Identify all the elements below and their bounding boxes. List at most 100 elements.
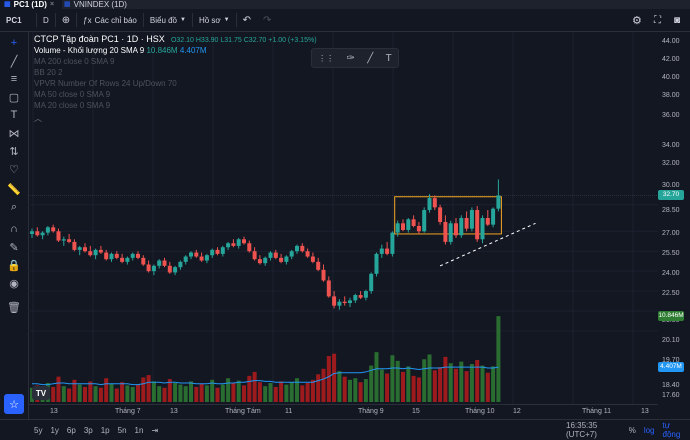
candle-body <box>94 250 98 255</box>
volume-bar <box>284 385 288 402</box>
volume-bar <box>327 356 331 402</box>
range-1m[interactable]: 1p <box>97 426 114 435</box>
crosshair-icon[interactable]: + <box>6 36 22 50</box>
range-1d[interactable]: 1n <box>131 426 148 435</box>
measure-icon[interactable]: ⇅ <box>6 144 22 158</box>
clock[interactable]: 16:35:35 (UTC+7) <box>562 421 625 439</box>
auto-toggle[interactable]: tự động <box>659 421 690 439</box>
text-icon[interactable]: T <box>386 53 392 64</box>
candle-body <box>306 251 310 256</box>
volume-bar <box>125 385 129 402</box>
volume-bar <box>189 381 193 402</box>
snapshot-button[interactable]: ◙ <box>668 9 686 31</box>
text-icon[interactable]: T <box>6 108 22 122</box>
tradingview-logo[interactable]: TV <box>32 386 50 400</box>
time-tick: 13 <box>50 408 58 415</box>
compare-button[interactable]: ⊕ <box>56 9 76 31</box>
candle-body <box>459 218 463 235</box>
volume-bar <box>247 376 251 402</box>
chart-type-button[interactable]: Biểu đồ▼ <box>144 9 192 31</box>
price-tick: 28.50 <box>662 207 680 214</box>
range-3m[interactable]: 3p <box>80 426 97 435</box>
candle-body <box>406 219 410 230</box>
close-icon[interactable]: × <box>50 0 54 9</box>
range-6m[interactable]: 6p <box>63 426 80 435</box>
volume-bar <box>141 377 145 402</box>
candle-body <box>30 231 34 234</box>
candle-body <box>380 249 384 254</box>
gear-icon: ⚙ <box>632 14 642 27</box>
indicator-ma20[interactable]: MA 20 close 0 SMA 9 <box>34 100 317 111</box>
price-tick: 20.10 <box>662 337 680 344</box>
indicator-ma50[interactable]: MA 50 close 0 SMA 9 <box>34 89 317 100</box>
magnet-icon[interactable]: ∩ <box>6 222 22 236</box>
volume-bar <box>94 386 98 402</box>
undo-button[interactable]: ↶ <box>237 9 257 31</box>
log-toggle[interactable]: log <box>640 426 659 435</box>
volume-bar <box>221 385 225 402</box>
eye-icon[interactable]: ◉ <box>6 276 22 290</box>
range-5y[interactable]: 5y <box>30 426 46 435</box>
settings-button[interactable]: ⚙ <box>626 9 648 31</box>
indicator-ma200[interactable]: MA 200 close 0 SMA 9 <box>34 56 317 67</box>
horizontal-lines-icon[interactable]: ≡ <box>6 72 22 86</box>
candle-body <box>35 231 39 235</box>
redo-button[interactable]: ↷ <box>257 9 277 31</box>
resistance-box <box>395 197 502 234</box>
candle-body <box>401 223 405 230</box>
volume-value: 10.846M <box>146 46 177 55</box>
range-5d[interactable]: 5n <box>114 426 131 435</box>
candle-body <box>322 270 326 281</box>
legend-title: CTCP Tập đoàn PC1 · 1D · HSX <box>34 34 165 44</box>
candle-body <box>163 261 167 266</box>
volume-bar <box>78 385 82 402</box>
date-range-icon[interactable]: ⇥ <box>147 426 162 435</box>
price-tick: 30.00 <box>662 182 680 189</box>
interval-button[interactable]: D <box>37 9 55 31</box>
pencil-lock-icon[interactable]: ✎ <box>6 240 22 254</box>
percent-toggle[interactable]: % <box>625 426 640 435</box>
symbol-search[interactable]: PC1 <box>0 9 36 31</box>
volume-bar <box>147 375 151 402</box>
volume-bar <box>433 370 437 402</box>
range-1y[interactable]: 1y <box>46 426 62 435</box>
favorites-star-icon[interactable]: ☆ <box>4 394 24 414</box>
ruler-icon[interactable]: 📏 <box>6 182 22 196</box>
chevron-up-icon: ︿ <box>34 114 42 123</box>
trash-icon[interactable]: 🗑 <box>6 300 22 314</box>
volume-bar <box>343 377 347 402</box>
candle-body <box>78 247 82 250</box>
volume-bar <box>51 387 55 402</box>
zoom-icon[interactable]: ⌕ <box>6 200 22 214</box>
indicator-bb[interactable]: BB 20 2 <box>34 67 317 78</box>
tab-vnindex[interactable]: ▦ VNINDEX (1D) <box>60 0 138 9</box>
fullscreen-button[interactable]: ⛶ <box>648 9 667 31</box>
price-tick: 22.50 <box>662 290 680 297</box>
volume-bar <box>237 381 241 402</box>
candle-body <box>189 253 193 257</box>
rectangle-icon[interactable]: ▢ <box>6 90 22 104</box>
tab-pc1[interactable]: ▦ PC1 (1D) × <box>0 0 62 9</box>
indicator-vpvr[interactable]: VPVR Number Of Rows 24 Up/Down 70 <box>34 78 317 89</box>
pattern-icon[interactable]: ⋈ <box>6 126 22 140</box>
profile-label: Hồ sơ <box>199 16 221 25</box>
tab-label: VNINDEX (1D) <box>74 0 127 9</box>
profile-button[interactable]: Hồ sơ▼ <box>193 9 236 31</box>
volume-bar <box>385 374 389 403</box>
volume-bar <box>428 355 432 403</box>
trendline-icon[interactable]: ╱ <box>6 54 22 68</box>
volume-bar <box>375 352 379 402</box>
volume-bar <box>110 384 114 402</box>
lock-icon[interactable]: 🔒 <box>6 258 22 272</box>
line-style-icon[interactable]: ╱ <box>367 53 373 64</box>
drag-handle-icon[interactable]: ⋮⋮ <box>318 54 334 63</box>
time-tick: Tháng 7 <box>115 408 141 415</box>
candle-body <box>83 247 87 251</box>
pen-icon[interactable]: ✑ <box>347 53 355 64</box>
candle-body <box>348 300 352 303</box>
heart-icon[interactable]: ♡ <box>6 162 22 176</box>
legend-collapse-button[interactable]: ︿ <box>34 113 42 124</box>
